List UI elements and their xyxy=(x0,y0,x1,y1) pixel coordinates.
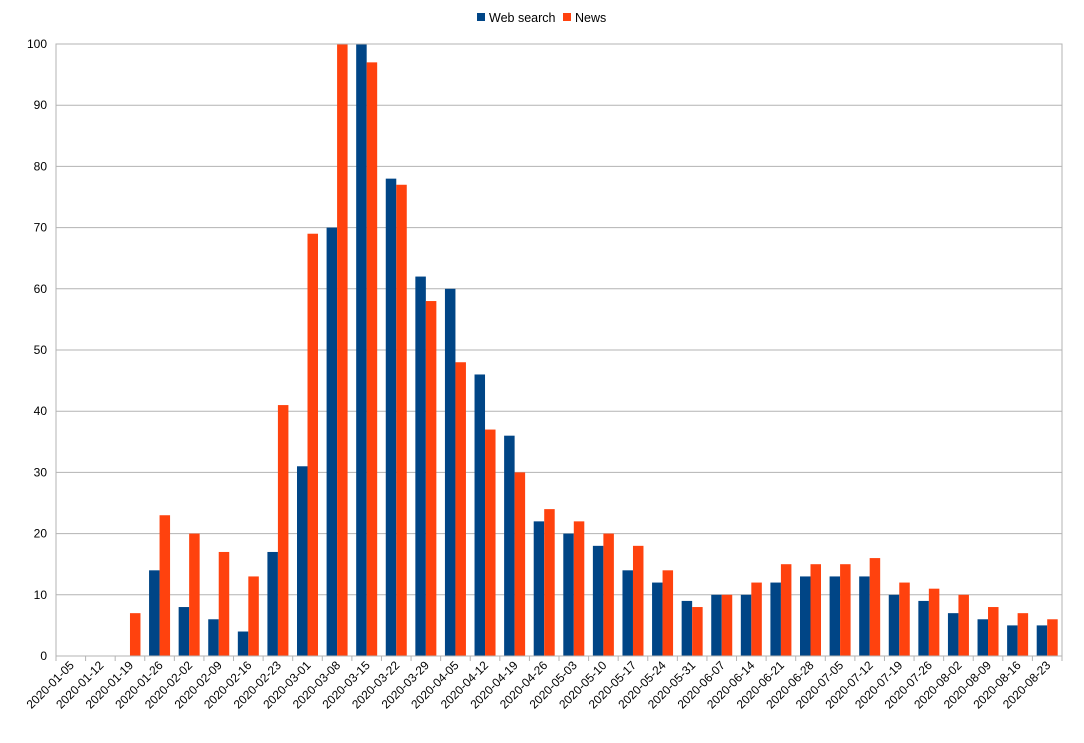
bar-web-search xyxy=(859,576,870,656)
y-tick-label: 60 xyxy=(34,282,48,296)
bar-web-search xyxy=(592,545,604,656)
bar-web-search xyxy=(267,551,278,656)
bar-web-search xyxy=(740,594,752,656)
bar-web-search xyxy=(533,521,545,656)
bar-web-search xyxy=(947,613,959,656)
bar-news xyxy=(810,564,821,656)
axes xyxy=(55,43,1063,661)
bar-news xyxy=(928,588,940,656)
bar-news xyxy=(189,533,200,656)
bar-news xyxy=(662,570,674,656)
bar-web-search xyxy=(770,582,781,656)
bar-news xyxy=(1017,613,1029,656)
bar-web-search xyxy=(149,570,160,656)
bar-web-search xyxy=(474,374,486,656)
legend-swatch xyxy=(563,13,571,21)
bar-web-search xyxy=(237,631,249,656)
bar-news xyxy=(366,62,378,657)
bar-news xyxy=(899,582,910,656)
y-tick-label: 50 xyxy=(34,343,48,357)
bar-news xyxy=(603,533,614,656)
y-tick-label: 90 xyxy=(34,98,48,112)
bar-web-search xyxy=(444,288,456,656)
bar-news xyxy=(485,429,496,656)
bar-news xyxy=(307,233,318,656)
bar-web-search xyxy=(326,227,338,656)
bar-news xyxy=(129,613,141,656)
bar-news xyxy=(988,607,999,656)
bar-news xyxy=(958,594,969,656)
bar-web-search xyxy=(208,619,219,656)
bar-news xyxy=(159,515,171,656)
bar-web-search xyxy=(356,44,367,656)
bar-web-search xyxy=(918,600,929,656)
bar-news xyxy=(425,301,437,656)
y-tick-label: 30 xyxy=(34,465,48,479)
bar-web-search xyxy=(415,276,426,656)
bar-news xyxy=(780,564,792,656)
bar-news xyxy=(514,472,526,656)
bar-web-search xyxy=(977,619,989,656)
bar-news xyxy=(396,184,407,656)
x-tick-labels: 2020-01-052020-01-122020-01-192020-01-26… xyxy=(24,658,1054,712)
y-tick-label: 0 xyxy=(40,649,47,663)
bar-web-search xyxy=(681,600,693,656)
bar-web-search xyxy=(563,533,574,656)
y-tick-label: 10 xyxy=(34,588,48,602)
bar-web-search xyxy=(622,570,633,656)
bar-web-search xyxy=(297,466,308,656)
legend-label: Web search xyxy=(489,11,556,25)
y-tick-label: 70 xyxy=(34,221,48,235)
bar-web-search xyxy=(504,435,515,656)
legend-swatch xyxy=(477,13,485,21)
bar-web-search xyxy=(178,607,190,656)
bar-news xyxy=(751,582,762,656)
bar-news xyxy=(573,521,585,656)
legend: Web search News xyxy=(477,11,606,25)
bar-web-search xyxy=(385,178,397,656)
bar-news xyxy=(692,607,703,656)
y-tick-label: 20 xyxy=(34,527,48,541)
bar-web-search xyxy=(1036,625,1048,656)
bars xyxy=(129,44,1058,657)
bar-news xyxy=(455,362,466,656)
legend-label: News xyxy=(575,11,606,25)
bar-news xyxy=(277,405,289,656)
bar-news xyxy=(721,594,733,656)
y-tick-labels: 0 10 20 30 40 50 60 70 80 90 100 xyxy=(27,37,47,663)
y-tick-label: 100 xyxy=(27,37,47,51)
y-tick-label: 80 xyxy=(34,159,48,173)
bar-web-search xyxy=(652,582,663,656)
bar-news xyxy=(1047,619,1058,656)
bar-web-search xyxy=(711,594,722,656)
bar-news xyxy=(869,558,881,656)
bar-web-search xyxy=(888,594,900,656)
bar-news xyxy=(632,545,644,656)
bar-web-search xyxy=(1007,625,1018,656)
bar-news xyxy=(218,551,230,656)
y-tick-label: 40 xyxy=(34,404,48,418)
gridlines xyxy=(56,43,1062,657)
bar-news xyxy=(248,576,259,656)
bar-news xyxy=(840,564,851,656)
bar-web-search xyxy=(829,576,841,656)
bar-news xyxy=(337,44,348,656)
bar-web-search xyxy=(800,576,811,656)
bar-news xyxy=(544,509,555,656)
